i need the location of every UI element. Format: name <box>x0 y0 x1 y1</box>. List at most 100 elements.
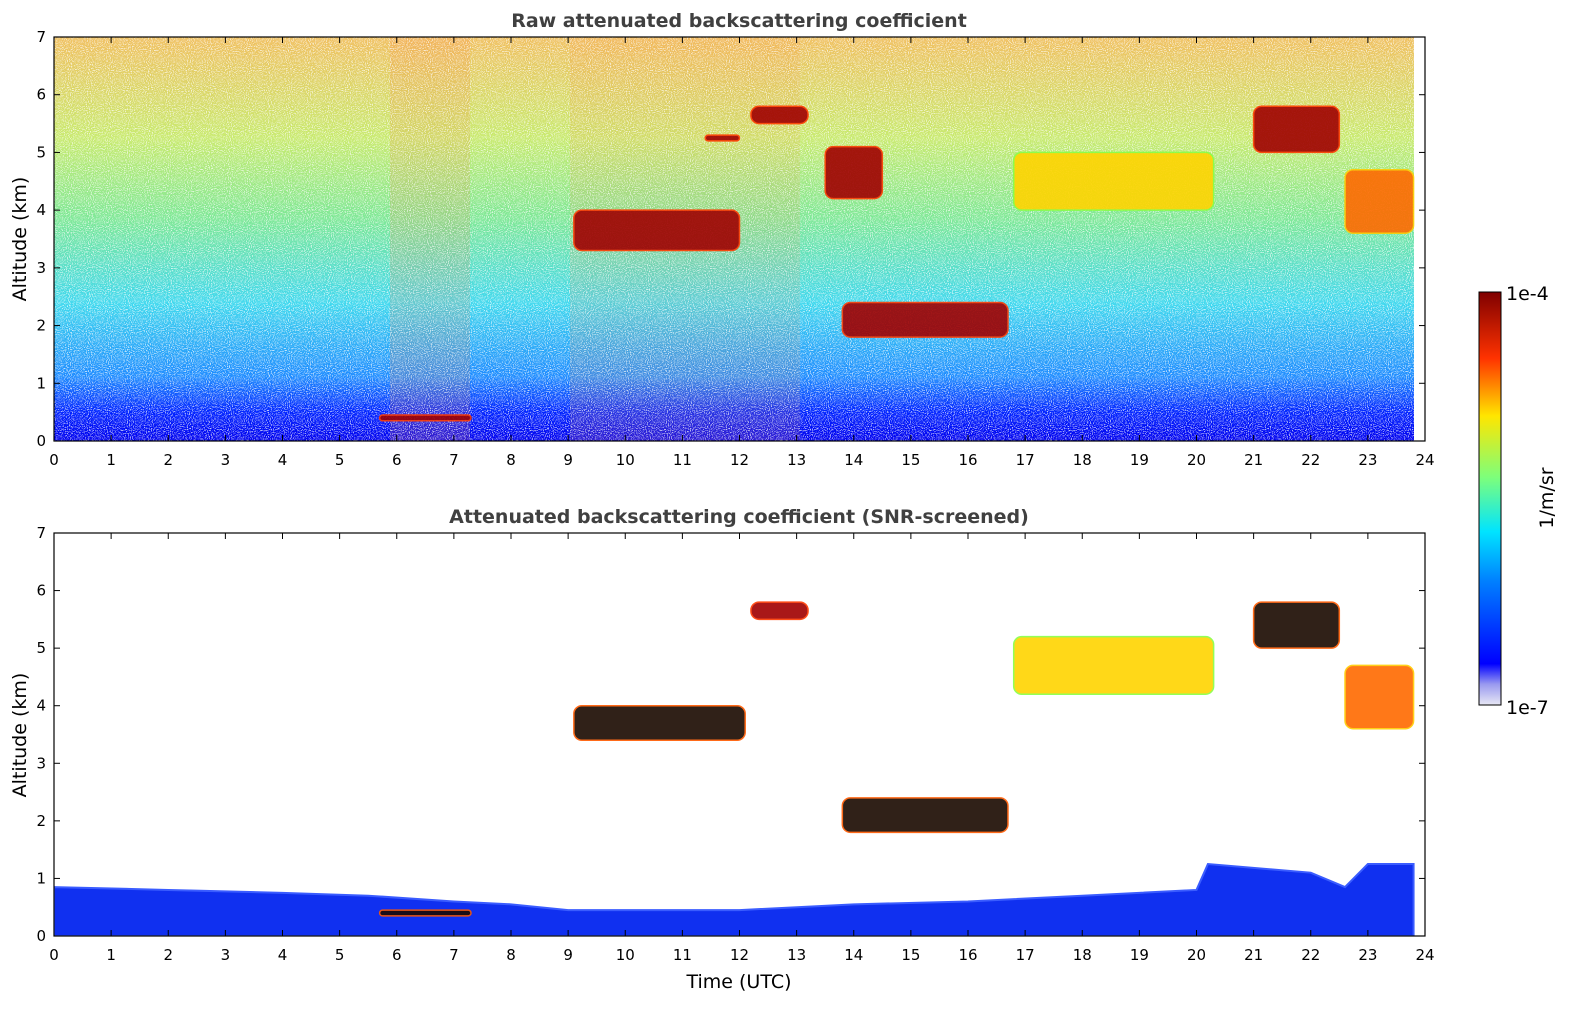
cloud-feature <box>1252 601 1341 649</box>
heatmap-raw <box>54 37 1425 441</box>
x-tick-label: 22 <box>1301 451 1320 469</box>
cloud-feature <box>573 209 741 252</box>
raw-no-data <box>1414 37 1425 441</box>
cloud-feature <box>573 704 746 742</box>
colorbar-max-label: 1e-4 <box>1506 283 1549 305</box>
y-tick-label: 7 <box>36 524 46 542</box>
screened-features <box>378 601 1415 917</box>
x-tick-label: 19 <box>1130 451 1149 469</box>
colorbar-min-label: 1e-7 <box>1506 697 1549 719</box>
y-tick-label: 4 <box>36 697 46 715</box>
x-tick-label: 23 <box>1358 451 1377 469</box>
x-tick-label: 19 <box>1130 946 1149 964</box>
y-tick-label: 2 <box>36 317 46 335</box>
cloud-feature <box>1344 168 1415 234</box>
x-tick-label: 5 <box>335 451 345 469</box>
cloud-feature <box>1012 635 1215 695</box>
y-tick-label: 0 <box>36 927 46 945</box>
y-tick-label: 3 <box>36 754 46 772</box>
x-tick-label: 17 <box>1016 946 1035 964</box>
x-tick-label: 1 <box>106 451 116 469</box>
colorbar: 1e-4 1e-7 1/m/sr <box>1478 283 1558 719</box>
x-tick-label: 24 <box>1415 451 1434 469</box>
x-tick-label: 15 <box>901 946 920 964</box>
x-tick-label: 2 <box>163 946 173 964</box>
x-tick-label: 10 <box>616 451 635 469</box>
cloud-feature <box>750 105 809 125</box>
cloud-feature <box>841 797 1009 834</box>
ylabel-raw: Altitude (km) <box>9 177 31 302</box>
cloud-feature <box>824 145 884 200</box>
x-tick-label: 21 <box>1244 451 1263 469</box>
cloud-feature <box>1344 664 1415 730</box>
x-tick-label: 21 <box>1244 946 1263 964</box>
colorbar-gradient <box>1478 291 1502 706</box>
x-tick-label: 0 <box>49 451 59 469</box>
y-tick-label: 3 <box>36 259 46 277</box>
y-tick-label: 1 <box>36 869 46 887</box>
x-tick-label: 6 <box>392 451 402 469</box>
x-tick-label: 14 <box>844 451 863 469</box>
x-tick-label: 3 <box>221 946 231 964</box>
x-tick-label: 3 <box>221 451 231 469</box>
x-tick-label: 4 <box>278 946 288 964</box>
x-tick-label: 20 <box>1187 946 1206 964</box>
x-tick-label: 8 <box>506 946 516 964</box>
y-tick-label: 5 <box>36 143 46 161</box>
boundary-layer <box>54 862 1415 936</box>
x-tick-label: 18 <box>1073 451 1092 469</box>
x-tick-label: 22 <box>1301 946 1320 964</box>
panel-screened: Attenuated backscattering coefficient (S… <box>9 506 1435 993</box>
cloud-feature <box>750 601 809 621</box>
cloud-feature <box>841 301 1009 338</box>
x-tick-label: 1 <box>106 946 116 964</box>
x-tick-label: 0 <box>49 946 59 964</box>
x-tick-label: 5 <box>335 946 345 964</box>
heatmap-screened <box>54 533 1425 936</box>
x-tick-label: 9 <box>563 946 573 964</box>
ylabel-screened: Altitude (km) <box>9 673 31 798</box>
y-tick-label: 5 <box>36 639 46 657</box>
x-tick-label: 7 <box>449 451 459 469</box>
x-tick-label: 11 <box>673 946 692 964</box>
y-tick-label: 6 <box>36 86 46 104</box>
xlabel-screened: Time (UTC) <box>685 971 791 993</box>
title-screened: Attenuated backscattering coefficient (S… <box>449 506 1029 528</box>
raw-features <box>378 105 1415 422</box>
y-tick-label: 1 <box>36 374 46 392</box>
x-tick-label: 7 <box>449 946 459 964</box>
x-tick-label: 18 <box>1073 946 1092 964</box>
x-tick-label: 9 <box>563 451 573 469</box>
x-tick-label: 24 <box>1415 946 1434 964</box>
panel-raw: Raw attenuated backscattering coefficien… <box>9 10 1435 469</box>
colorbar-unit-label: 1/m/sr <box>1536 467 1558 528</box>
x-tick-label: 16 <box>958 451 977 469</box>
x-tick-label: 12 <box>730 946 749 964</box>
cloud-feature <box>1252 105 1341 154</box>
x-tick-label: 15 <box>901 451 920 469</box>
cloud-feature <box>378 414 472 422</box>
x-tick-label: 17 <box>1016 451 1035 469</box>
x-tick-label: 16 <box>958 946 977 964</box>
cloud-feature <box>1012 151 1215 211</box>
x-tick-label: 12 <box>730 451 749 469</box>
y-tick-label: 0 <box>36 432 46 450</box>
x-tick-label: 13 <box>787 451 806 469</box>
y-tick-label: 6 <box>36 582 46 600</box>
x-tick-label: 10 <box>616 946 635 964</box>
y-tick-label: 4 <box>36 201 46 219</box>
cloud-feature <box>704 134 741 142</box>
y-tick-label: 7 <box>36 28 46 46</box>
x-tick-label: 11 <box>673 451 692 469</box>
cloud-feature <box>378 909 472 917</box>
x-tick-label: 14 <box>844 946 863 964</box>
x-tick-label: 2 <box>163 451 173 469</box>
x-tick-label: 20 <box>1187 451 1206 469</box>
x-tick-label: 13 <box>787 946 806 964</box>
x-tick-label: 4 <box>278 451 288 469</box>
y-axis-screened: 0 1 2 3 4 5 6 7 <box>36 524 1425 945</box>
y-axis-raw: 0 1 2 3 4 5 6 7 <box>36 28 1425 450</box>
x-tick-label: 23 <box>1358 946 1377 964</box>
x-tick-label: 6 <box>392 946 402 964</box>
